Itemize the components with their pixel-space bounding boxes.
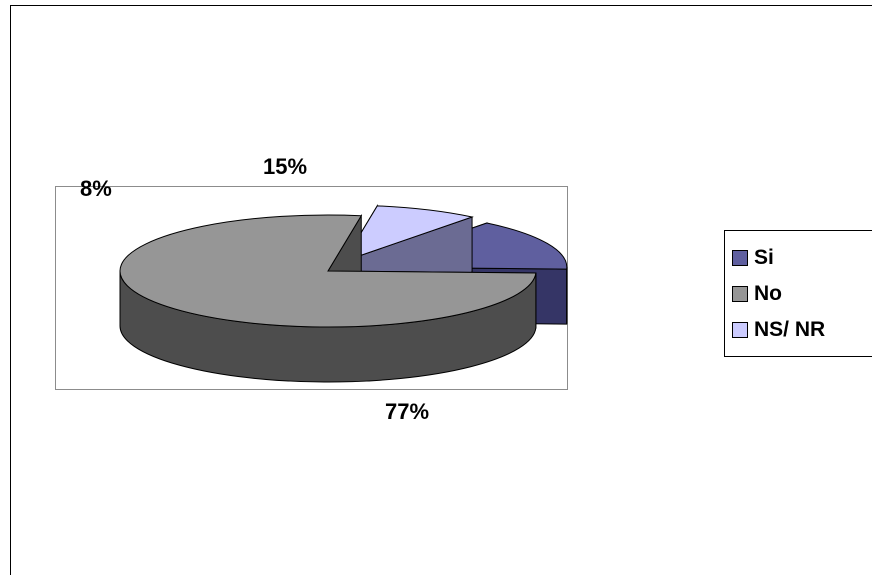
legend-label-nsnr: NS/ NR	[754, 318, 825, 342]
legend-swatch-nsnr	[732, 322, 748, 338]
legend-swatch-si	[732, 250, 748, 266]
legend-item-no: No	[732, 276, 872, 312]
legend-swatch-no	[732, 286, 748, 302]
legend-item-nsnr: NS/ NR	[732, 312, 872, 348]
data-label-no: 77%	[385, 399, 429, 425]
legend-label-no: No	[754, 282, 782, 306]
data-label-nsnr: 8%	[80, 176, 112, 202]
data-label-si: 15%	[263, 154, 307, 180]
legend: Si No NS/ NR	[724, 230, 872, 357]
legend-label-si: Si	[754, 246, 774, 270]
legend-item-si: Si	[732, 240, 872, 276]
